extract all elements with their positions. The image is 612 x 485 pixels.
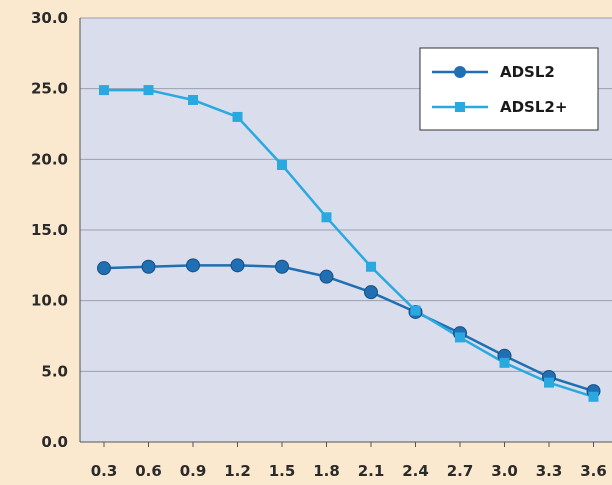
- x-tick-label: 3.0: [491, 462, 518, 480]
- data-point-adsl2plus: [455, 332, 465, 343]
- x-tick-label: 2.4: [402, 462, 429, 480]
- x-tick-label: 0.6: [135, 462, 162, 480]
- data-point-adsl2plus: [588, 391, 599, 402]
- data-point-adsl2: [97, 261, 111, 276]
- data-point-adsl2plus: [366, 261, 376, 272]
- data-point-adsl2: [319, 269, 334, 284]
- data-point-adsl2plus: [188, 94, 198, 105]
- data-point-adsl2plus: [544, 377, 554, 388]
- y-tick-label: 20.0: [31, 150, 68, 168]
- data-point-adsl2plus: [277, 159, 287, 170]
- data-point-adsl2plus: [232, 111, 243, 122]
- x-tick-label: 3.6: [580, 462, 607, 480]
- legend-box: [419, 47, 599, 131]
- data-point-adsl2: [230, 258, 245, 273]
- data-point-adsl2plus: [499, 357, 510, 368]
- series-line-adsl2plus: [104, 88, 594, 398]
- data-point-adsl2: [186, 258, 200, 273]
- y-tick-label: 30.0: [31, 9, 68, 27]
- data-point-adsl2plus: [143, 85, 154, 96]
- y-tick-label: 10.0: [31, 292, 68, 310]
- data-point-adsl2: [141, 259, 156, 274]
- x-tick-label: 2.1: [358, 462, 385, 480]
- x-axis-ticks: 0.3 0.6 0.9 1.2 1.5 1.8 2.1 2.4 2.7 3.0 3.3 3.6: [91, 442, 607, 480]
- y-tick-label: 25.0: [31, 80, 68, 98]
- x-tick-label: 3.3: [536, 462, 563, 480]
- series-lines: [103, 88, 594, 398]
- axes: [79, 18, 612, 443]
- x-tick-label: 1.5: [269, 462, 296, 480]
- y-tick-label: 15.0: [31, 221, 68, 239]
- legend-label-adsl2: ADSL2: [500, 63, 555, 81]
- x-tick-label: 1.8: [313, 462, 340, 480]
- data-point-adsl2plus: [410, 305, 421, 316]
- x-tick-label: 0.9: [180, 462, 207, 480]
- legend: ADSL2 ADSL2+: [419, 47, 599, 131]
- y-axis-ticks: 0.0 5.0 10.0 15.0 20.0 25.0 30.0: [31, 9, 68, 451]
- data-point-adsl2: [275, 259, 289, 274]
- y-tick-label: 0.0: [41, 433, 68, 451]
- grid-lines: [80, 17, 612, 372]
- y-tick-label: 5.0: [41, 362, 68, 380]
- series-markers: [97, 85, 601, 402]
- x-tick-label: 0.3: [91, 462, 118, 480]
- x-tick-label: 1.2: [224, 462, 251, 480]
- data-point-adsl2plus: [321, 212, 332, 223]
- legend-marker-adsl2plus: [455, 102, 465, 112]
- legend-label-adsl2plus: ADSL2+: [500, 98, 567, 116]
- legend-marker-adsl2: [454, 66, 466, 78]
- data-point-adsl2: [364, 285, 378, 300]
- series-line-adsl2: [103, 264, 594, 393]
- data-point-adsl2plus: [99, 85, 109, 96]
- x-tick-label: 2.7: [447, 462, 474, 480]
